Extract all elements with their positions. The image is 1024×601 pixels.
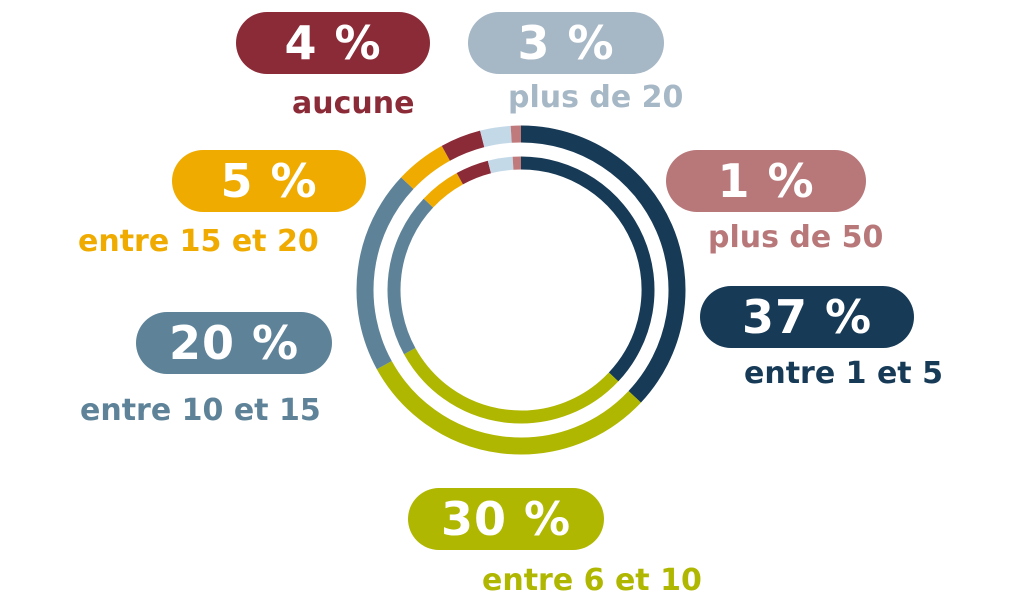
outer-slice-entre-6-et-10 <box>376 361 641 455</box>
value-pill-entre-10-et-15: 20 % <box>136 312 332 374</box>
inner-slice-entre-1-et-5 <box>520 156 655 382</box>
inner-slice-aucune <box>456 160 492 185</box>
label-entre-6-et-10: entre 6 et 10 <box>482 563 702 598</box>
inner-ring <box>387 156 655 424</box>
label-aucune: aucune <box>292 86 415 121</box>
inner-slice-entre-10-et-15 <box>387 198 434 355</box>
inner-slice-entre-6-et-10 <box>404 348 619 424</box>
value-pill-plus-de-50: 1 % <box>666 150 866 212</box>
label-plus-de-50: plus de 50 <box>708 220 884 255</box>
value-pill-plus-de-20: 3 % <box>468 12 664 74</box>
value-pill-entre-6-et-10: 30 % <box>408 488 604 550</box>
value-pill-aucune: 4 % <box>236 12 430 74</box>
label-entre-1-et-5: entre 1 et 5 <box>744 356 943 391</box>
outer-slice-plus-de-20 <box>480 125 512 148</box>
inner-slice-plus-de-20 <box>487 156 514 174</box>
label-plus-de-20: plus de 20 <box>508 80 684 115</box>
value-pill-entre-15-et-20: 5 % <box>172 150 366 212</box>
outer-slice-aucune <box>441 130 485 161</box>
label-entre-10-et-15: entre 10 et 15 <box>80 393 321 428</box>
inner-slice-entre-15-et-20 <box>423 173 464 208</box>
outer-slice-entre-15-et-20 <box>401 145 451 190</box>
label-entre-15-et-20: entre 15 et 20 <box>78 224 319 259</box>
outer-slice-entre-1-et-5 <box>520 125 686 403</box>
outer-slice-entre-10-et-15 <box>356 177 414 370</box>
outer-ring <box>356 125 686 455</box>
value-pill-entre-1-et-5: 37 % <box>700 286 914 348</box>
